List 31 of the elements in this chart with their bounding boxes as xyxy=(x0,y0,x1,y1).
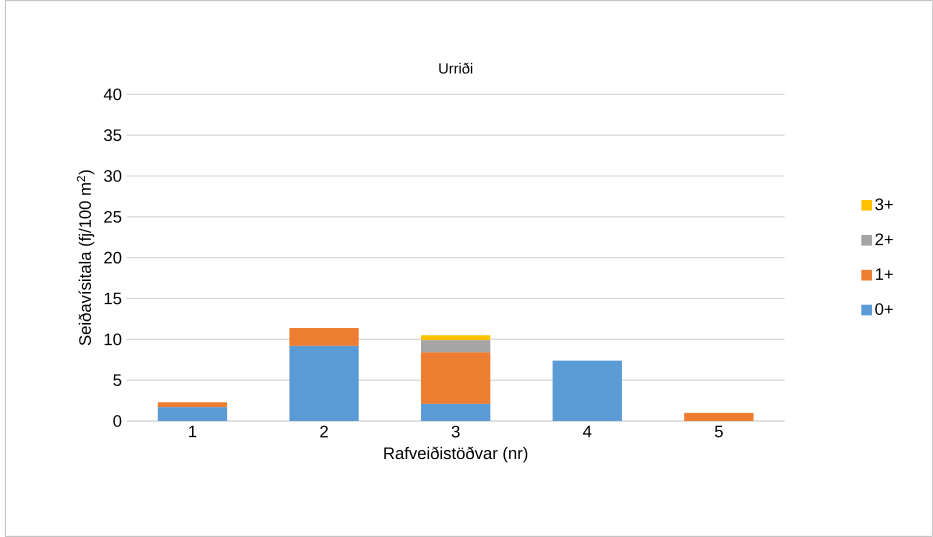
legend-label: 3+ xyxy=(875,198,893,210)
legend-label: 1+ xyxy=(876,268,893,280)
y-axis-title: Seiðavísitala (fj/100 m$^{2}$) xyxy=(76,170,94,346)
bar xyxy=(158,407,228,421)
bar xyxy=(421,404,490,421)
y-tick-label: 20 xyxy=(104,252,122,264)
x-tick-label: 4 xyxy=(583,426,592,438)
x-tick-label: 1 xyxy=(189,426,196,438)
x-axis-title: Rafveiðistöðvar (nr) xyxy=(384,446,528,462)
bar xyxy=(421,340,490,352)
x-tick-label: 2 xyxy=(320,426,328,438)
bar xyxy=(158,402,228,408)
y-tick-label: 40 xyxy=(104,88,122,100)
y-tick-label: 30 xyxy=(104,170,122,182)
bar xyxy=(684,412,754,421)
x-tick-label: 5 xyxy=(714,426,723,438)
chart-title: Urriði xyxy=(439,62,472,74)
bar xyxy=(289,328,359,346)
legend-label: 0+ xyxy=(875,303,893,316)
y-tick-label: 5 xyxy=(113,374,122,386)
y-tick-label: 15 xyxy=(104,292,122,304)
bar xyxy=(289,346,359,421)
y-tick-label: 25 xyxy=(104,210,122,223)
bar xyxy=(552,360,622,421)
x-tick-label: 3 xyxy=(452,426,460,438)
y-tick-label: 10 xyxy=(104,333,122,346)
y-tick-label: 0 xyxy=(113,415,122,427)
y-tick-label: 35 xyxy=(104,129,122,142)
bar xyxy=(421,352,490,404)
bar xyxy=(421,335,490,340)
legend-label: 2+ xyxy=(875,233,893,246)
